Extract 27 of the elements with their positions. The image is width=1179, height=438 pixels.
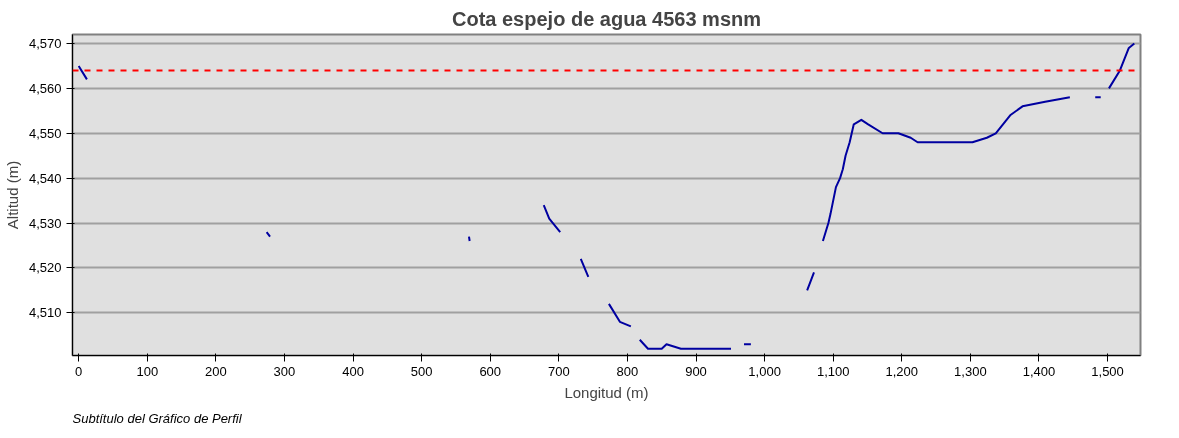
x-tick-label: 0 bbox=[75, 363, 83, 379]
x-tick-label: 1,200 bbox=[885, 363, 919, 379]
y-tick-label: 4,550 bbox=[28, 125, 62, 141]
x-tick-label: 700 bbox=[547, 363, 570, 379]
x-tick-label: 1,300 bbox=[954, 363, 987, 379]
x-axis-title: Longitud (m) bbox=[564, 383, 649, 401]
y-tick-label: 4,540 bbox=[28, 170, 62, 186]
x-tick-label: 100 bbox=[136, 363, 159, 379]
y-tick-label: 4,510 bbox=[28, 305, 62, 321]
x-tick-label: 1,500 bbox=[1091, 363, 1124, 379]
y-axis-title: Altitud (m) bbox=[3, 160, 21, 230]
y-tick-label: 4,530 bbox=[28, 215, 62, 231]
y-tick-label: 4,570 bbox=[28, 35, 62, 51]
x-tick-label: 1,100 bbox=[816, 363, 850, 379]
x-tick-label: 300 bbox=[273, 363, 296, 379]
y-tick-label: 4,520 bbox=[28, 260, 62, 276]
x-tick-label: 400 bbox=[342, 363, 364, 379]
x-tick-label: 900 bbox=[685, 363, 707, 379]
x-tick-label: 600 bbox=[479, 363, 502, 379]
text: Subtítulo del Gráfico de Perfil bbox=[72, 410, 243, 426]
x-tick-label: 200 bbox=[205, 363, 227, 379]
chart-title: Cota espejo de agua 4563 msnm bbox=[452, 7, 762, 30]
x-tick-label: 800 bbox=[616, 363, 639, 379]
y-tick-label: 4,560 bbox=[28, 80, 62, 96]
x-tick-label: 500 bbox=[410, 363, 433, 379]
x-tick-label: 1,400 bbox=[1022, 363, 1056, 379]
x-tick-label: 1,000 bbox=[748, 363, 781, 379]
